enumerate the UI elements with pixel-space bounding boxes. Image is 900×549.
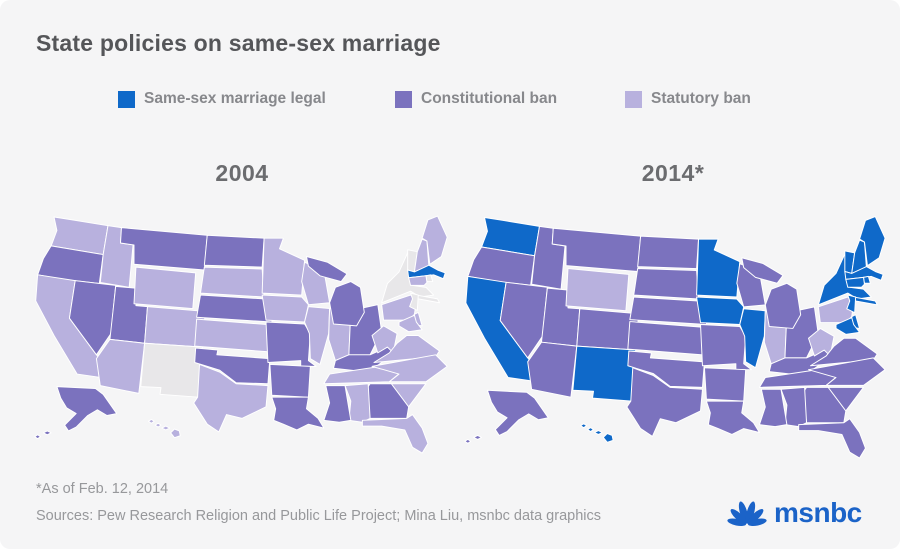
state-CT [845, 276, 865, 288]
state-AK [56, 386, 118, 432]
state-WY [133, 266, 197, 310]
source-credit: Sources: Pew Research Religion and Publi… [36, 508, 601, 524]
state-AR [269, 363, 311, 398]
state-IA [261, 294, 309, 323]
state-NV [68, 280, 117, 356]
state-HI [170, 428, 181, 439]
legend-label-constitutional: Constitutional ban [421, 90, 558, 107]
state-HI [602, 433, 614, 443]
state-MI [741, 257, 784, 284]
state-HI [580, 423, 588, 429]
state-MI [329, 281, 365, 327]
state-FL [361, 414, 429, 454]
state-AZ [527, 341, 578, 398]
legend-item-statutory: Statutory ban [625, 90, 751, 108]
state-FL [798, 418, 866, 459]
state-WY [565, 268, 630, 312]
state-NE [196, 294, 275, 323]
msnbc-logo-text: msnbc [774, 497, 862, 528]
legend-label-legal: Same-sex marriage legal [144, 90, 326, 107]
state-OK [627, 350, 705, 388]
legend-swatch-legal [118, 90, 135, 108]
map-year-label-2004: 2004 [215, 160, 269, 186]
state-HI [161, 425, 171, 431]
state-NE [629, 296, 709, 326]
legend-item-legal: Same-sex marriage legal [118, 90, 326, 108]
footnote: *As of Feb. 12, 2014 [36, 481, 169, 497]
state-OK [194, 347, 271, 385]
state-ND [637, 235, 700, 270]
state-ME [421, 215, 448, 265]
msnbc-logo: msnbc [726, 497, 862, 529]
state-AR [703, 367, 747, 402]
state-AK [486, 389, 549, 436]
state-MD [835, 317, 861, 335]
map-year-label-2014: 2014* [641, 160, 705, 186]
state-AK [34, 434, 42, 440]
state-NM [572, 345, 637, 402]
state-MN [696, 238, 741, 298]
state-TX [193, 363, 269, 433]
state-SD [633, 268, 700, 300]
state-MT [120, 227, 208, 271]
state-LA [705, 400, 760, 435]
state-MN [261, 237, 306, 296]
state-IA [696, 296, 745, 326]
state-KS [194, 318, 273, 353]
state-NC [371, 354, 448, 383]
state-SD [200, 266, 265, 298]
us-map-2014 [464, 216, 886, 459]
legend-swatch-statutory [625, 90, 642, 108]
state-NV [499, 281, 548, 359]
state-TX [626, 367, 703, 437]
state-MS [323, 385, 352, 423]
state-NH [851, 239, 867, 274]
state-HI [147, 418, 155, 424]
state-ND [203, 234, 265, 268]
us-map-2004 [34, 215, 448, 454]
state-LA [271, 396, 325, 431]
state-NJ [846, 294, 857, 314]
state-NJ [409, 292, 419, 311]
state-AK [42, 430, 52, 436]
page-title: State policies on same-sex marriage [36, 30, 441, 56]
state-MI [306, 256, 348, 283]
state-NC [808, 357, 886, 386]
state-KS [627, 321, 707, 356]
state-HI [593, 430, 603, 435]
state-AK [473, 434, 483, 440]
state-HI [154, 422, 162, 428]
legend-label-statutory: Statutory ban [651, 90, 751, 107]
state-NH [413, 238, 430, 273]
state-MD [398, 314, 423, 333]
state-MI [764, 282, 802, 329]
state-MT [551, 227, 642, 272]
state-CT [408, 275, 428, 286]
legend-item-constitutional: Constitutional ban [395, 90, 557, 108]
state-MS [758, 388, 788, 428]
state-NM [140, 342, 203, 398]
legend-swatch-constitutional [395, 90, 412, 108]
state-AK [464, 438, 472, 444]
state-AZ [95, 338, 146, 394]
state-HI [587, 427, 594, 433]
state-ME [859, 216, 886, 267]
msnbc-peacock-icon [727, 501, 767, 527]
